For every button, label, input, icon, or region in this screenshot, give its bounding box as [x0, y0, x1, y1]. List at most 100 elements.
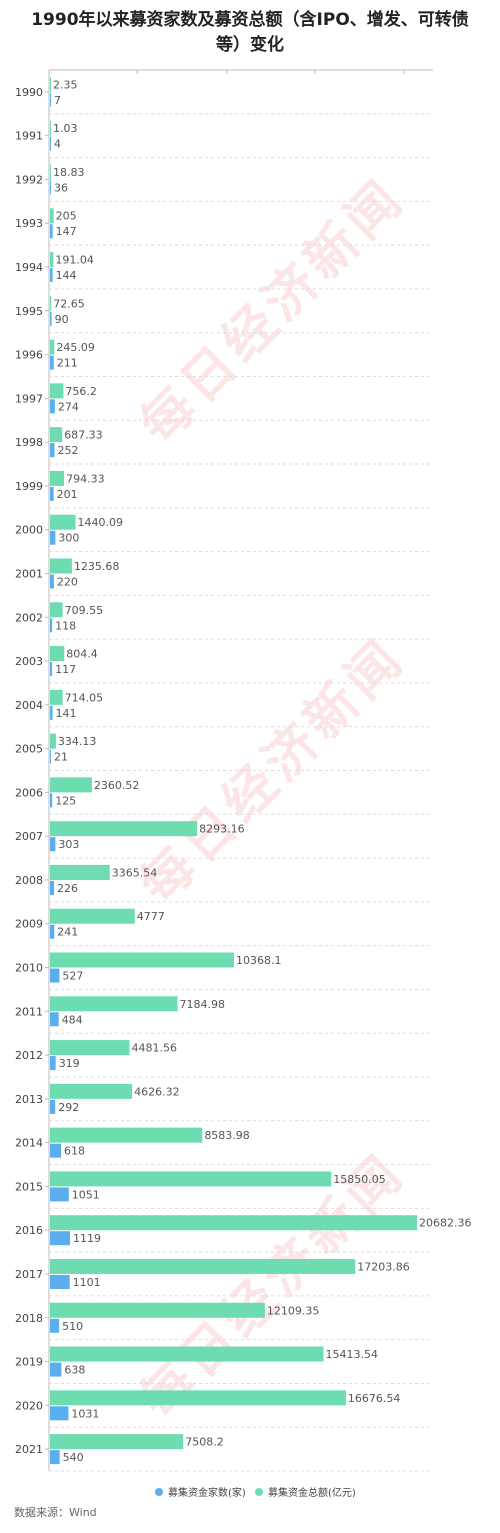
data-label-count: 7 [54, 94, 61, 107]
data-label-amount: 7184.98 [179, 998, 225, 1011]
data-label-count: 1051 [72, 1188, 100, 1201]
legend-item-count[interactable]: 募集资金家数(家) [155, 1484, 246, 1499]
bar-amount [50, 952, 234, 968]
data-label-amount: 191.04 [55, 254, 93, 267]
bar-amount [50, 1346, 324, 1362]
data-label-amount: 245.09 [56, 341, 95, 354]
bar-count [50, 1056, 56, 1071]
y-tick-label: 1999 [15, 480, 43, 493]
data-label-amount: 15413.54 [326, 1348, 379, 1361]
data-label-count: 211 [57, 357, 78, 370]
bar-amount [50, 1302, 265, 1318]
bar-count [50, 837, 56, 852]
bar-amount [50, 689, 63, 705]
bar-amount [50, 120, 51, 136]
data-label-amount: 12109.35 [267, 1304, 320, 1317]
bar-count [50, 662, 53, 677]
bar-amount [50, 164, 51, 180]
bar-amount [50, 383, 64, 399]
bar-amount [50, 1258, 356, 1274]
data-label-amount: 205 [56, 210, 77, 223]
data-label-amount: 334.13 [58, 735, 97, 748]
y-tick-label: 2019 [15, 1356, 43, 1369]
legend-count-swatch [155, 1487, 163, 1496]
y-tick-label: 2002 [15, 611, 43, 624]
data-label-count: 118 [55, 619, 76, 632]
y-tick-label: 2020 [15, 1399, 43, 1412]
data-label-count: 1101 [73, 1276, 101, 1289]
data-label-amount: 714.05 [65, 691, 104, 704]
y-tick-label: 2012 [15, 1049, 43, 1062]
data-label-amount: 10368.1 [236, 954, 282, 967]
bar-amount [50, 864, 110, 880]
y-tick-label: 1994 [15, 261, 43, 274]
y-tick-label: 2016 [15, 1224, 43, 1237]
bar-count [50, 1450, 60, 1465]
bar-count [50, 136, 51, 151]
bar-amount [50, 76, 51, 92]
y-tick-label: 2009 [15, 918, 43, 931]
y-tick-label: 2015 [15, 1180, 43, 1193]
bar-amount [50, 996, 178, 1012]
bar-count [50, 618, 53, 633]
bar-count [50, 1187, 69, 1202]
data-label-amount: 8293.16 [199, 823, 245, 836]
bar-count [50, 574, 54, 589]
data-label-count: 1031 [71, 1407, 99, 1420]
data-label-count: 241 [57, 926, 78, 939]
bar-count [50, 530, 56, 545]
y-tick-label: 2007 [15, 830, 43, 843]
bar-count [50, 705, 53, 720]
y-tick-label: 1996 [15, 349, 43, 362]
y-tick-label: 1997 [15, 392, 43, 405]
data-label-amount: 18.83 [53, 166, 85, 179]
bar-count [50, 1406, 69, 1421]
data-label-count: 292 [58, 1101, 79, 1114]
bar-count [50, 443, 55, 458]
bar-amount [50, 908, 135, 924]
y-tick-label: 2001 [15, 567, 43, 580]
bar-amount [50, 602, 63, 618]
bar-count [50, 1099, 56, 1114]
legend-amount-swatch [255, 1487, 263, 1496]
data-label-amount: 7508.2 [185, 1436, 224, 1449]
bar-amount [50, 1040, 130, 1056]
bar-amount [50, 208, 54, 224]
bar-amount [50, 821, 198, 837]
bar-amount [50, 733, 56, 749]
data-label-count: 144 [56, 269, 77, 282]
data-label-count: 527 [62, 970, 83, 983]
bar-amount [50, 252, 54, 268]
data-label-amount: 2360.52 [94, 779, 140, 792]
bar-amount [50, 470, 65, 486]
data-label-amount: 4777 [137, 910, 165, 923]
data-label-count: 1119 [73, 1232, 101, 1245]
bar-count [50, 486, 54, 501]
bar-count [50, 1362, 62, 1377]
data-label-count: 117 [55, 663, 76, 676]
data-label-amount: 794.33 [66, 472, 105, 485]
bar-count [50, 1318, 60, 1333]
y-tick-label: 2000 [15, 524, 43, 537]
y-tick-label: 2014 [15, 1137, 43, 1150]
data-label-amount: 17203.86 [357, 1260, 410, 1273]
data-label-amount: 4481.56 [132, 1042, 178, 1055]
bar-count [50, 749, 51, 764]
data-label-count: 252 [58, 444, 79, 457]
data-label-count: 484 [62, 1013, 83, 1026]
data-label-amount: 1.03 [53, 122, 78, 135]
legend-item-amount[interactable]: 募集资金总额(亿元) [255, 1484, 356, 1499]
data-label-count: 36 [54, 181, 68, 194]
chart-title: 1990年以来募资家数及募资总额（含IPO、增发、可转债 等）变化 [0, 8, 500, 58]
data-label-amount: 1440.09 [78, 516, 124, 529]
y-tick-label: 2010 [15, 962, 43, 975]
data-label-amount: 20682.36 [419, 1217, 472, 1230]
data-label-amount: 804.4 [66, 648, 98, 661]
data-label-count: 21 [54, 751, 68, 764]
data-label-amount: 2.35 [53, 78, 78, 91]
bar-count [50, 880, 55, 895]
data-label-count: 201 [57, 488, 78, 501]
bar-amount [50, 1434, 184, 1450]
source-note: 数据来源：Wind [14, 1506, 97, 1519]
